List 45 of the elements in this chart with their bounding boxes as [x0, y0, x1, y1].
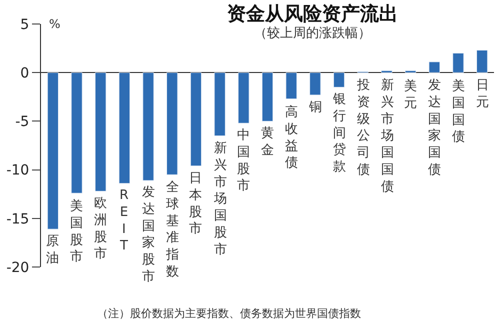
x-tick-label: 新兴市场国国债	[380, 78, 394, 194]
y-tick-label: 0	[20, 66, 30, 82]
bar	[118, 72, 130, 184]
chart-title: 资金从风险资产流出	[227, 3, 398, 25]
y-tick-label: -15	[6, 211, 30, 228]
bar	[310, 72, 321, 96]
x-tick-label: 发达国家股市	[142, 185, 155, 284]
y-tick-label: -10	[6, 162, 30, 179]
chart-subtitle: （较上周的涨跌幅）	[254, 26, 371, 41]
x-tick-label: 中国股市	[237, 128, 250, 194]
x-tick-label: 投资级公司债	[356, 78, 370, 178]
bar	[428, 62, 440, 73]
bar	[238, 72, 250, 124]
y-axis-title: %	[49, 17, 60, 31]
bar	[94, 72, 106, 192]
x-tick-label: 发达国家国债	[428, 78, 441, 178]
x-tick-label: 欧洲股市	[94, 196, 107, 262]
x-tick-label: 美国股市	[70, 198, 83, 265]
bar	[47, 72, 59, 230]
bar	[262, 72, 274, 122]
x-tick-label: 新兴市场国股市	[213, 141, 227, 258]
x-tick-label: 原油	[46, 234, 59, 266]
x-tick-label: 美元	[404, 78, 417, 111]
y-tick-label: 5	[20, 16, 30, 33]
x-tick-label: 铜	[308, 100, 322, 115]
y-tick-label: -5	[15, 114, 30, 130]
x-tick-label: 高收益债	[285, 104, 298, 171]
y-tick-label: -20	[6, 260, 30, 276]
bar	[214, 72, 226, 136]
text: （注）股价数据为主要指数、债务数据为世界国债指数	[97, 307, 361, 320]
bar	[142, 72, 154, 181]
bar	[166, 72, 178, 175]
bar	[452, 52, 464, 73]
x-tick-label: 日元	[476, 78, 489, 110]
x-tick-label: 美国国债	[452, 78, 465, 145]
bar	[286, 72, 297, 100]
x-tick-label: 日本股市	[189, 171, 202, 237]
x-tick-label: REIT	[119, 188, 128, 254]
x-tick-label: 黄金	[261, 126, 274, 158]
bar	[333, 72, 345, 88]
bar	[71, 72, 82, 194]
x-tick-label: 银行间贷款	[332, 92, 346, 175]
bar	[476, 50, 488, 73]
x-tick-label: 全球基准指数	[165, 180, 179, 280]
bar	[190, 72, 202, 166]
